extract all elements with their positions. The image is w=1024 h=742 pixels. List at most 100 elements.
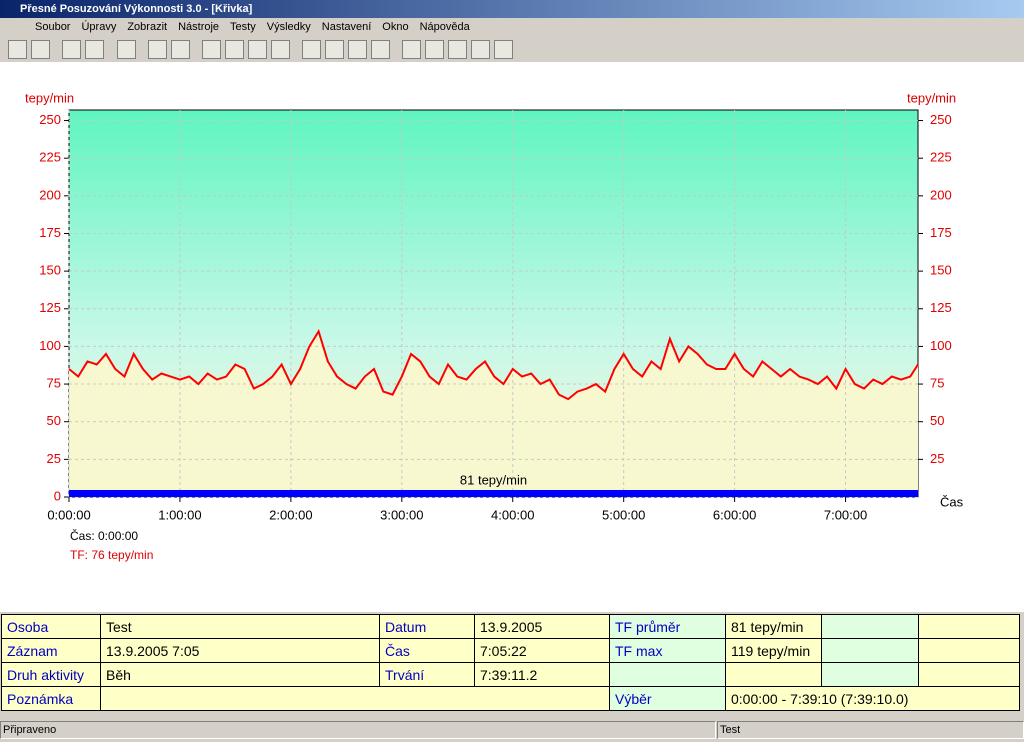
toolbar-button[interactable]	[31, 40, 50, 59]
cell	[918, 638, 1020, 663]
cell: 0:00:00 - 7:39:10 (7:39:10.0)	[725, 686, 1020, 711]
y-tick-label: 100	[39, 338, 61, 353]
x-tick-label: 5:00:00	[602, 507, 645, 522]
cell	[821, 614, 919, 639]
cell: Běh	[100, 662, 380, 687]
toolbar	[0, 36, 1024, 62]
y-tick-label: 250	[39, 112, 61, 127]
y-tick-label: 175	[39, 225, 61, 240]
toolbar-button[interactable]	[448, 40, 467, 59]
toolbar-button[interactable]	[85, 40, 104, 59]
toolbar-button[interactable]	[471, 40, 490, 59]
cell: Datum	[379, 614, 475, 639]
cell: 13.9.2005 7:05	[100, 638, 380, 663]
x-tick-label: 2:00:00	[269, 507, 312, 522]
chart: 0 25 50 75 100 125 150 175 200 225 250 25 50 75 100 125…	[25, 90, 964, 562]
toolbar-button[interactable]	[348, 40, 367, 59]
y-tick-label: 75	[47, 375, 61, 390]
cell: Výběr	[609, 686, 726, 711]
x-axis-label: Čas	[940, 494, 964, 509]
cell	[609, 662, 726, 687]
toolbar-button[interactable]	[62, 40, 81, 59]
cursor-time: Čas: 0:00:00	[70, 528, 138, 543]
y2-tick-label: 150	[930, 263, 952, 278]
cell	[918, 614, 1020, 639]
y-axis-label: tepy/min	[25, 90, 74, 105]
y2-tick-label: 225	[930, 150, 952, 165]
x-tick-label: 6:00:00	[713, 507, 756, 522]
toolbar-button[interactable]	[325, 40, 344, 59]
cell	[821, 662, 919, 687]
y2-tick-label: 25	[930, 451, 944, 466]
y-tick-label: 25	[47, 451, 61, 466]
toolbar-button[interactable]	[202, 40, 221, 59]
cell: Poznámka	[1, 686, 101, 711]
toolbar-button[interactable]	[302, 40, 321, 59]
info-table: Osoba Test Datum 13.9.2005 TF průměr 81 tepy/…	[1, 614, 1020, 711]
cell: 81 tepy/min	[725, 614, 822, 639]
x-tick-label: 1:00:00	[158, 507, 201, 522]
y2-tick-label: 200	[930, 187, 952, 202]
menu-item[interactable]: Nápověda	[419, 21, 470, 33]
cell: Trvání	[379, 662, 475, 687]
toolbar-button[interactable]	[171, 40, 190, 59]
y-tick-label: 50	[47, 413, 61, 428]
menu-bar: Soubor Úpravy Zobrazit Nástroje Testy Výsledk…	[0, 18, 1024, 36]
y-tick-label: 125	[39, 300, 61, 315]
x-tick-label: 4:00:00	[491, 507, 534, 522]
line	[68, 328, 919, 401]
y-tick-label: 0	[54, 488, 61, 503]
cell: 7:39:11.2	[474, 662, 610, 687]
cell: TF průměr	[609, 614, 726, 639]
toolbar-button[interactable]	[248, 40, 267, 59]
cell: Test	[100, 614, 380, 639]
window-title: Přesné Posuzování Výkonnosti 3.0 - [Křiv…	[20, 3, 253, 15]
toolbar-button[interactable]	[494, 40, 513, 59]
toolbar-button[interactable]	[371, 40, 390, 59]
cell: Čas	[379, 638, 475, 663]
cell: 119 tepy/min	[725, 638, 822, 663]
menu-item[interactable]: Testy	[230, 21, 256, 33]
y2-tick-label: 100	[930, 338, 952, 353]
cell: 7:05:22	[474, 638, 610, 663]
chart-area: 0 25 50 75 100 125 150 175 200 225 250 25 50 75 100 125…	[0, 62, 1024, 612]
menu-item[interactable]: Zobrazit	[127, 21, 168, 33]
x-tick-label: 3:00:00	[380, 507, 423, 522]
cell: Druh aktivity	[1, 662, 101, 687]
toolbar-button[interactable]	[225, 40, 244, 59]
x-tick-label: 0:00:00	[47, 507, 90, 522]
toolbar-button[interactable]	[425, 40, 444, 59]
cell: 13.9.2005	[474, 614, 610, 639]
y2-tick-label: 125	[930, 300, 952, 315]
cell: Záznam	[1, 638, 101, 663]
y2-tick-label: 175	[930, 225, 952, 240]
cell: TF max	[609, 638, 726, 663]
toolbar-button[interactable]	[117, 40, 136, 59]
y-tick-label: 200	[39, 187, 61, 202]
toolbar-button[interactable]	[402, 40, 421, 59]
y2-axis-label: tepy/min	[907, 90, 956, 105]
toolbar-button[interactable]	[148, 40, 167, 59]
cursor-value: TF: 76 tepy/min	[70, 548, 153, 562]
annotation: 81 tepy/min	[460, 472, 527, 487]
menu-item[interactable]: Úpravy	[81, 21, 117, 33]
menu-item[interactable]: Nástroje	[178, 21, 220, 33]
menu-item[interactable]: Soubor	[35, 21, 71, 33]
status-user: Test	[717, 721, 1024, 739]
toolbar-button[interactable]	[8, 40, 27, 59]
status-text: Připraveno	[0, 721, 716, 739]
title-bar: Přesné Posuzování Výkonnosti 3.0 - [Křiv…	[0, 0, 1024, 18]
menu-item[interactable]: Okno	[382, 21, 409, 33]
y2-tick-label: 250	[930, 112, 952, 127]
cell	[821, 638, 919, 663]
menu-item[interactable]: Nastavení	[321, 21, 372, 33]
cell: Osoba	[1, 614, 101, 639]
cell	[918, 662, 1020, 687]
x-tick-label: 7:00:00	[824, 507, 867, 522]
menu-item[interactable]: Výsledky	[266, 21, 311, 33]
cell	[100, 686, 610, 711]
toolbar-button[interactable]	[271, 40, 290, 59]
status-bar: Připraveno Test	[0, 718, 1024, 742]
cell	[725, 662, 822, 687]
